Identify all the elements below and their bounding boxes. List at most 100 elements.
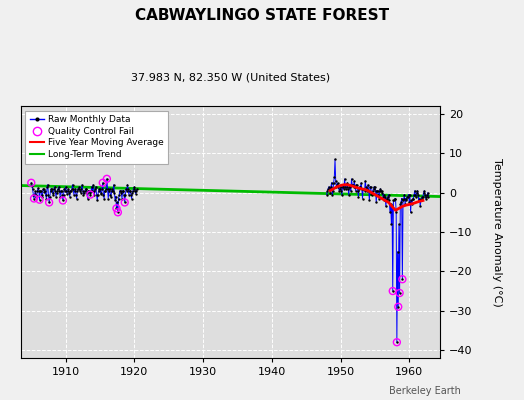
Point bbox=[391, 195, 400, 202]
Point bbox=[406, 191, 414, 198]
Point bbox=[114, 209, 122, 216]
Point bbox=[418, 193, 427, 200]
Point bbox=[358, 195, 367, 202]
Point bbox=[60, 186, 69, 192]
Point bbox=[410, 188, 419, 194]
Point bbox=[109, 188, 117, 194]
Point bbox=[133, 186, 141, 193]
Point bbox=[105, 188, 113, 194]
Point bbox=[419, 193, 427, 200]
Point bbox=[38, 193, 47, 200]
Point bbox=[76, 188, 84, 194]
Point bbox=[97, 190, 105, 197]
Point bbox=[380, 197, 389, 204]
Point bbox=[99, 180, 107, 186]
Point bbox=[85, 188, 93, 194]
Point bbox=[403, 193, 412, 200]
Point bbox=[100, 195, 108, 202]
Point bbox=[363, 186, 372, 192]
Point bbox=[54, 186, 62, 192]
Point bbox=[92, 184, 100, 190]
Point bbox=[81, 188, 89, 194]
Point bbox=[129, 186, 138, 192]
Point bbox=[385, 191, 393, 198]
Point bbox=[105, 186, 114, 192]
Point bbox=[86, 191, 94, 198]
Point bbox=[392, 339, 401, 346]
Point bbox=[401, 195, 410, 202]
Point bbox=[46, 188, 54, 194]
Point bbox=[362, 184, 370, 190]
Point bbox=[128, 190, 136, 196]
Point bbox=[116, 188, 125, 194]
Point bbox=[424, 193, 433, 200]
Point bbox=[351, 184, 359, 190]
Point bbox=[70, 188, 79, 194]
Point bbox=[46, 193, 54, 200]
Point bbox=[421, 191, 429, 198]
Point bbox=[103, 186, 112, 192]
Point bbox=[390, 195, 399, 202]
Point bbox=[124, 186, 133, 192]
Point bbox=[114, 195, 123, 202]
Point bbox=[49, 191, 58, 198]
Point bbox=[98, 186, 106, 192]
Point bbox=[372, 199, 380, 206]
Point bbox=[384, 193, 392, 200]
Point bbox=[326, 184, 335, 190]
Point bbox=[399, 195, 408, 202]
Point bbox=[399, 197, 407, 204]
Point bbox=[401, 201, 409, 208]
Point bbox=[112, 205, 121, 212]
Point bbox=[130, 184, 138, 190]
Point bbox=[357, 186, 366, 192]
Point bbox=[107, 193, 115, 200]
Point bbox=[398, 195, 406, 202]
Point bbox=[121, 191, 129, 198]
Point bbox=[422, 193, 431, 200]
Point bbox=[117, 190, 125, 196]
Point bbox=[400, 191, 409, 198]
Point bbox=[348, 182, 356, 188]
Point bbox=[409, 195, 417, 202]
Point bbox=[387, 221, 396, 227]
Point bbox=[348, 182, 357, 188]
Point bbox=[407, 209, 415, 216]
Point bbox=[125, 188, 134, 194]
Point bbox=[48, 186, 56, 192]
Point bbox=[50, 186, 58, 192]
Point bbox=[335, 188, 343, 194]
Text: Berkeley Earth: Berkeley Earth bbox=[389, 386, 461, 396]
Point bbox=[132, 188, 140, 194]
Point bbox=[91, 186, 100, 192]
Point bbox=[337, 191, 346, 198]
Point bbox=[73, 188, 82, 194]
Point bbox=[340, 186, 348, 192]
Point bbox=[381, 193, 389, 200]
Point bbox=[334, 184, 343, 190]
Point bbox=[326, 190, 334, 196]
Point bbox=[423, 190, 432, 196]
Point bbox=[31, 188, 40, 195]
Point bbox=[373, 188, 381, 194]
Point bbox=[414, 197, 423, 204]
Point bbox=[398, 276, 407, 282]
Point bbox=[110, 190, 118, 196]
Point bbox=[70, 191, 78, 198]
Point bbox=[381, 203, 390, 210]
Point bbox=[112, 205, 121, 212]
Point bbox=[390, 197, 398, 204]
Point bbox=[330, 180, 338, 186]
Point bbox=[110, 182, 118, 188]
Point bbox=[337, 188, 345, 194]
Point bbox=[99, 180, 107, 186]
Point bbox=[392, 209, 400, 216]
Point bbox=[35, 188, 43, 194]
Point bbox=[39, 186, 48, 192]
Point bbox=[103, 176, 111, 182]
Point bbox=[412, 190, 421, 196]
Point bbox=[72, 195, 81, 202]
Point bbox=[63, 188, 72, 194]
Point bbox=[378, 190, 387, 196]
Point bbox=[112, 193, 120, 200]
